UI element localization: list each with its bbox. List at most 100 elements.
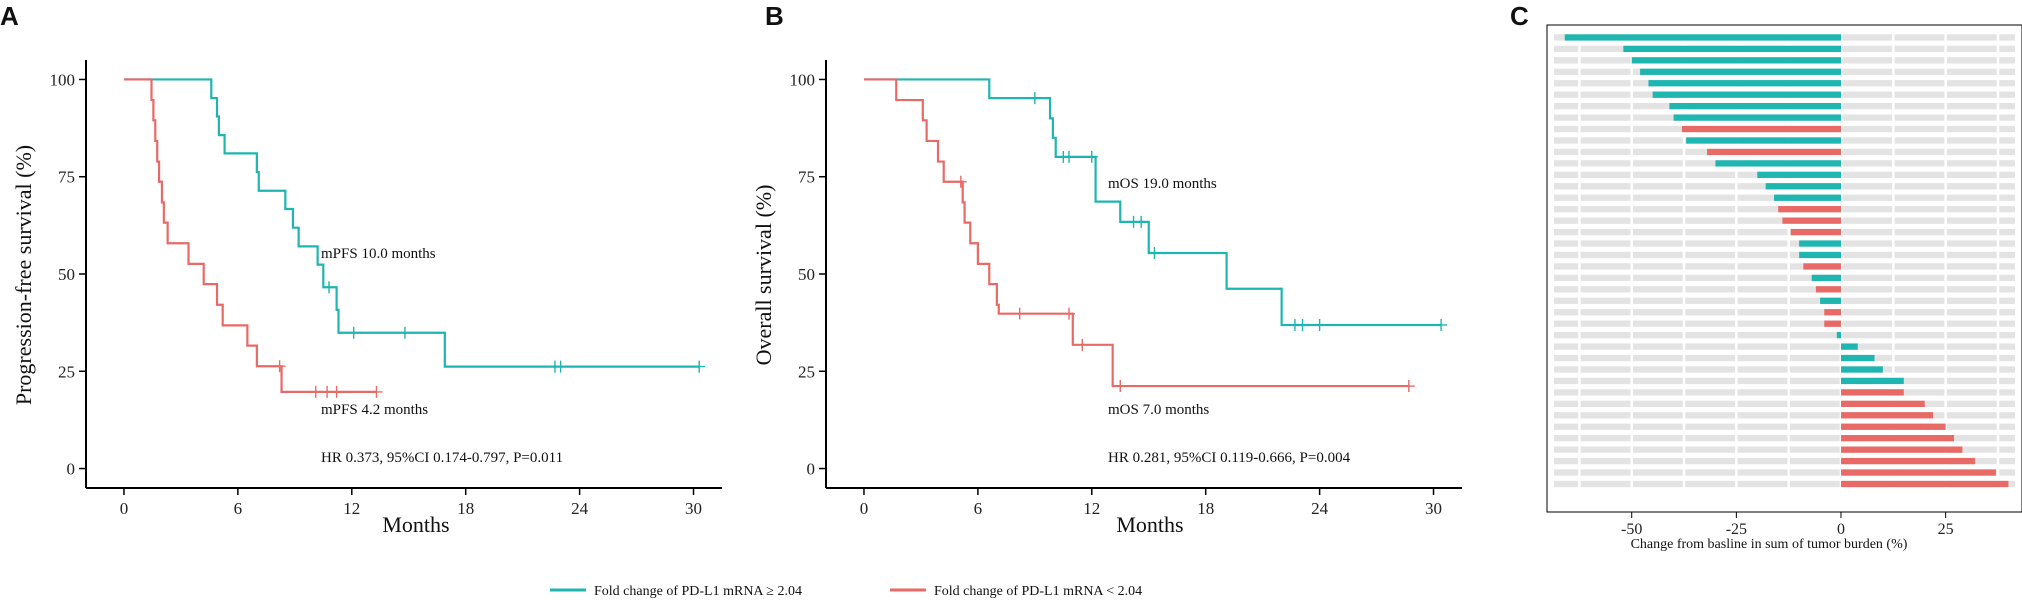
panel-b-series (863, 78, 1448, 393)
panel-a-y-tick-label: 25 (58, 362, 75, 381)
panel-c-x-tick-label: 25 (1938, 521, 1954, 538)
panel-a-low-censor-mark (309, 385, 322, 398)
panel-c-bar (1841, 412, 1934, 419)
panel-b-high-censor-mark (1063, 150, 1076, 163)
panel-c-bar (1707, 148, 1842, 156)
panel-c-bar (1841, 389, 1904, 396)
panel-a-high-censor-mark (693, 360, 706, 373)
panel-a-median-high: mPFS 10.0 months (321, 246, 436, 262)
panel-a-high-censor-mark (323, 281, 336, 294)
panel-a-low-censor-mark (273, 360, 286, 373)
panel-b-y-tick-label: 25 (798, 362, 815, 381)
panel-c-x-label: Change from basline in sum of tumor burd… (1631, 537, 1908, 552)
panel-c-bar (1765, 183, 1842, 190)
panel-c-row-band (1554, 263, 2015, 270)
panel-b-low-curve (863, 78, 1409, 388)
legend: Fold change of PD-L1 mRNA ≥ 2.04 Fold ch… (550, 584, 1142, 599)
panel-b-low-censor-mark (1063, 307, 1076, 320)
panel-c-bar (1841, 400, 1925, 407)
panel-a-label: A (0, 1, 19, 31)
panel-c-row-band (1554, 412, 2015, 419)
legend-label-low: Fold change of PD-L1 mRNA < 2.04 (934, 584, 1142, 599)
panel-b-high-censor-mark (1296, 318, 1309, 331)
panel-a-ticks: 0 6 12 18 24 30 0 25 50 75 100 (50, 70, 703, 518)
panel-c-bar (1841, 457, 1975, 465)
panel-c-row-band (1554, 251, 2015, 259)
panel-b: B 0 6 12 18 24 30 0 25 50 75 100 Months Overall su… (751, 1, 1462, 537)
panel-c-x-tick-label: 0 (1837, 521, 1845, 538)
panel-a-high-censor-mark (347, 326, 360, 339)
panel-a-y-label: Progression-free survival (%) (11, 145, 36, 405)
panel-c-bar (1799, 240, 1842, 247)
panel-c-bar (1841, 469, 1996, 476)
panel-c-bar (1757, 171, 1842, 178)
panel-c-row-band (1554, 435, 2015, 442)
panel-c-ticks: -50 -25 0 25 (1621, 512, 1954, 538)
panel-b-y-tick-label: 75 (798, 168, 815, 187)
panel-c-row-band (1554, 423, 2015, 430)
panel-c-bar (1631, 57, 1842, 64)
panel-b-x-tick-label: 30 (1425, 499, 1442, 518)
panel-c-bar (1715, 160, 1842, 167)
panel-c-row-band (1554, 377, 2015, 385)
panel-c-row-band (1554, 400, 2015, 407)
panel-a-y-tick-label: 75 (58, 168, 75, 187)
panel-b-high-censor-mark (1085, 150, 1098, 163)
panel-c-bar (1774, 194, 1842, 201)
panel-a-x-tick-label: 24 (571, 499, 589, 518)
panel-c-bar (1841, 354, 1875, 362)
panel-a-x-tick-label: 30 (685, 499, 702, 518)
panel-c-bar (1564, 34, 1842, 41)
panel-c-row-band (1554, 309, 2015, 316)
panel-b-x-tick-label: 0 (860, 499, 869, 518)
panel-c-bar (1824, 309, 1842, 316)
panel-c-bar (1686, 137, 1842, 144)
panel-c-bar (1648, 80, 1842, 87)
panel-b-y-tick-label: 50 (798, 265, 815, 284)
panel-a-low-curve (123, 78, 377, 393)
panel-c-bar (1811, 274, 1842, 282)
panel-b-median-high: mOS 19.0 months (1108, 176, 1217, 192)
panel-c-bar (1681, 125, 1842, 133)
panel-a-median-low: mPFS 4.2 months (321, 402, 428, 418)
panel-b-y-tick-label: 100 (790, 70, 816, 89)
panel-c-bar (1782, 217, 1842, 224)
panel-c-bars (1564, 34, 2009, 488)
panel-b-x-tick-label: 24 (1311, 499, 1329, 518)
panel-b-y-tick-label: 0 (807, 460, 816, 479)
panel-a: A 0 6 12 18 24 30 0 25 50 75 100 Months Progressio… (0, 1, 722, 537)
panel-c-bar (1803, 263, 1842, 270)
panel-a-y-tick-label: 100 (50, 70, 76, 89)
panel-c-bar (1673, 114, 1842, 121)
panel-a-hazard-ratio: HR 0.373, 95%CI 0.174-0.797, P=0.011 (321, 450, 563, 466)
panel-c-x-tick-label: -25 (1726, 521, 1747, 538)
panel-b-low-censor-mark (954, 175, 967, 188)
panel-b-median-low: mOS 7.0 months (1108, 402, 1209, 418)
panel-c-row-band (1554, 354, 2015, 362)
panel-a-x-tick-label: 12 (343, 499, 360, 518)
panel-c-bar (1824, 320, 1842, 327)
panel-b-label: B (765, 1, 784, 31)
panel-c-bar (1790, 228, 1842, 236)
legend-label-high: Fold change of PD-L1 mRNA ≥ 2.04 (594, 584, 802, 599)
panel-c-frame (1546, 24, 2022, 513)
panel-c-row-band (1554, 469, 2015, 476)
panel-b-ticks: 0 6 12 18 24 30 0 25 50 75 100 (790, 70, 1443, 518)
panel-c-row-band (1554, 446, 2015, 453)
panel-c-row-band (1554, 274, 2015, 282)
panel-c-label: C (1510, 1, 1529, 31)
panel-b-high-censor-mark (1435, 318, 1448, 331)
panel-c-row-band (1554, 286, 2015, 293)
panel-b-y-label: Overall survival (%) (751, 185, 776, 366)
panel-a-y-tick-label: 0 (67, 460, 76, 479)
panel-a-high-curve (123, 78, 700, 368)
panel-c-bar (1841, 343, 1858, 350)
panel-b-low-censor-mark (1402, 380, 1415, 393)
panel-a-low-censor-mark (330, 385, 343, 398)
panel-c-row-band (1554, 228, 2015, 236)
panel-a-y-tick-label: 50 (58, 265, 75, 284)
panel-b-x-tick-label: 12 (1083, 499, 1100, 518)
panel-c-x-tick-label: -50 (1621, 521, 1642, 538)
panel-c-bar (1841, 366, 1883, 373)
